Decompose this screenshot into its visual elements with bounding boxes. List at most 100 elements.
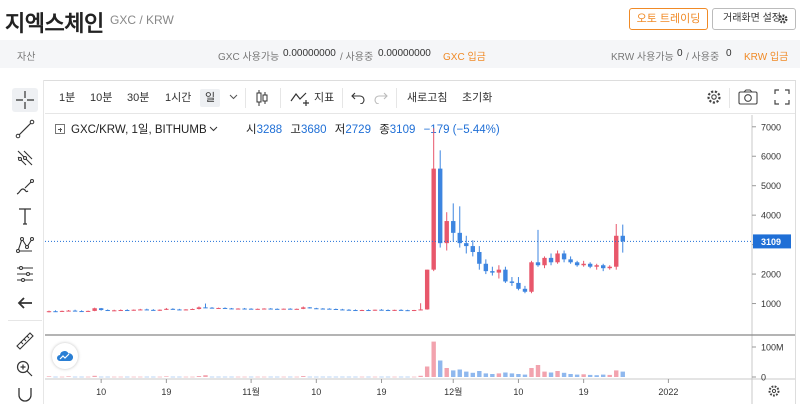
camera-icon[interactable] bbox=[738, 89, 758, 105]
magnet-tool[interactable] bbox=[12, 382, 38, 404]
candle-body bbox=[118, 310, 123, 312]
reset-button[interactable]: 초기화 bbox=[462, 92, 493, 104]
crosshair-tool[interactable] bbox=[12, 88, 38, 112]
price-chart[interactable]: 7000600050004000300020001000100M03109101… bbox=[45, 115, 795, 404]
measure-lines-tool[interactable] bbox=[12, 262, 38, 286]
candle-body bbox=[183, 309, 189, 311]
candle-style-icon[interactable] bbox=[255, 89, 269, 107]
candle-body bbox=[222, 307, 228, 309]
indicator-icon[interactable] bbox=[290, 89, 312, 107]
text-tool[interactable] bbox=[12, 204, 38, 228]
candle-body bbox=[144, 309, 149, 311]
candle-body bbox=[424, 269, 430, 310]
volume-bar bbox=[587, 374, 593, 377]
candle-body bbox=[587, 263, 593, 267]
candle-body bbox=[196, 307, 202, 309]
pattern-icon bbox=[16, 237, 34, 253]
volume-bar bbox=[607, 374, 612, 377]
candle-body bbox=[301, 307, 306, 309]
krw-available-value: 0 bbox=[677, 48, 683, 59]
volume-bar bbox=[385, 376, 391, 378]
candle-body bbox=[359, 310, 365, 312]
candle-body bbox=[125, 310, 130, 312]
screen-settings-button[interactable]: 거래화면 설정 bbox=[712, 8, 796, 30]
interval-10m[interactable]: 10분 bbox=[90, 92, 113, 104]
volume-bar bbox=[327, 376, 332, 378]
candle-body bbox=[320, 308, 326, 310]
ruler-icon bbox=[16, 332, 34, 350]
candle-body bbox=[261, 308, 267, 310]
back-tool[interactable] bbox=[12, 291, 38, 315]
volume-bar bbox=[405, 376, 410, 378]
page-header: 지엑스체인 GXC / KRW 오토 트레이딩 거래화면 설정 bbox=[0, 0, 800, 38]
interval-1h[interactable]: 1시간 bbox=[165, 92, 192, 104]
pitchfork-tool[interactable] bbox=[12, 146, 38, 170]
axis-settings-icon[interactable] bbox=[768, 385, 780, 397]
pattern-tool[interactable] bbox=[12, 233, 38, 257]
gear-icon bbox=[778, 14, 788, 24]
volume-bar bbox=[203, 375, 208, 377]
indicator-button[interactable]: 지표 bbox=[314, 92, 335, 104]
gxc-inuse-label: / 사용중 bbox=[340, 52, 374, 63]
volume-bar bbox=[496, 373, 502, 377]
candle-body bbox=[411, 310, 417, 312]
gxc-deposit-link[interactable]: GXC 입금 bbox=[443, 52, 486, 63]
toolbar-divider bbox=[280, 88, 281, 108]
fullscreen-icon[interactable] bbox=[774, 89, 790, 105]
auto-trading-button[interactable]: 오토 트레이딩 bbox=[629, 8, 708, 30]
chevron-down-icon[interactable] bbox=[229, 94, 238, 100]
volume-bar bbox=[118, 376, 123, 378]
volume-bar bbox=[574, 374, 580, 377]
candle-body bbox=[366, 310, 371, 312]
krw-deposit-link[interactable]: KRW 입금 bbox=[744, 52, 789, 63]
chevron-down-icon[interactable] bbox=[209, 126, 218, 132]
refresh-button[interactable]: 새로고침 bbox=[407, 92, 448, 104]
volume-bar bbox=[222, 376, 228, 378]
trend-line-tool[interactable] bbox=[12, 117, 38, 141]
volume-bar bbox=[216, 376, 221, 378]
candle-body bbox=[92, 308, 97, 311]
collapse-legend-icon[interactable] bbox=[55, 124, 65, 134]
volume-bar bbox=[177, 376, 182, 378]
candle-body bbox=[555, 253, 560, 263]
price-tick-label: 4000 bbox=[761, 211, 781, 221]
interval-1m[interactable]: 1분 bbox=[59, 92, 76, 104]
price-tick-label: 5000 bbox=[761, 181, 781, 191]
candle-body bbox=[477, 251, 482, 264]
legend-symbol[interactable]: GXC/KRW, 1일, BITHUMB bbox=[71, 124, 207, 136]
candle-body bbox=[151, 309, 156, 311]
brush-tool[interactable] bbox=[12, 175, 38, 199]
interval-30m[interactable]: 30분 bbox=[127, 92, 150, 104]
low-value: 2729 bbox=[345, 124, 371, 136]
volume-bar bbox=[516, 374, 521, 377]
volume-bar bbox=[209, 376, 215, 378]
time-tick-label: 10 bbox=[311, 387, 321, 397]
zoom-tool[interactable] bbox=[12, 357, 38, 381]
candle-body bbox=[379, 309, 384, 311]
ruler-tool[interactable] bbox=[12, 329, 38, 353]
undo-icon[interactable] bbox=[351, 91, 365, 104]
volume-bar bbox=[66, 376, 71, 377]
interval-1d[interactable]: 일 bbox=[200, 89, 221, 107]
volume-tick-label: 0 bbox=[761, 373, 766, 383]
volume-bar bbox=[248, 376, 254, 378]
volume-bar bbox=[229, 376, 234, 378]
cloud-icon bbox=[57, 351, 74, 361]
candle-body bbox=[307, 307, 312, 309]
volume-bar bbox=[359, 376, 365, 378]
candle-body bbox=[483, 263, 489, 272]
tradingview-logo[interactable] bbox=[52, 343, 78, 369]
candle-body bbox=[581, 263, 586, 266]
redo-icon[interactable] bbox=[374, 91, 388, 104]
settings-icon[interactable] bbox=[705, 88, 723, 106]
fib-lines-icon bbox=[17, 266, 33, 282]
tools-divider bbox=[8, 320, 42, 321]
candle-body bbox=[157, 309, 163, 311]
gxc-available-value: 0.00000000 bbox=[283, 48, 336, 59]
candle-body bbox=[190, 308, 195, 310]
candle-body bbox=[85, 310, 91, 312]
candle-body bbox=[138, 309, 143, 311]
volume-bar bbox=[98, 376, 104, 378]
candle-body bbox=[614, 235, 619, 267]
gxc-inuse-value: 0.00000000 bbox=[378, 48, 431, 59]
